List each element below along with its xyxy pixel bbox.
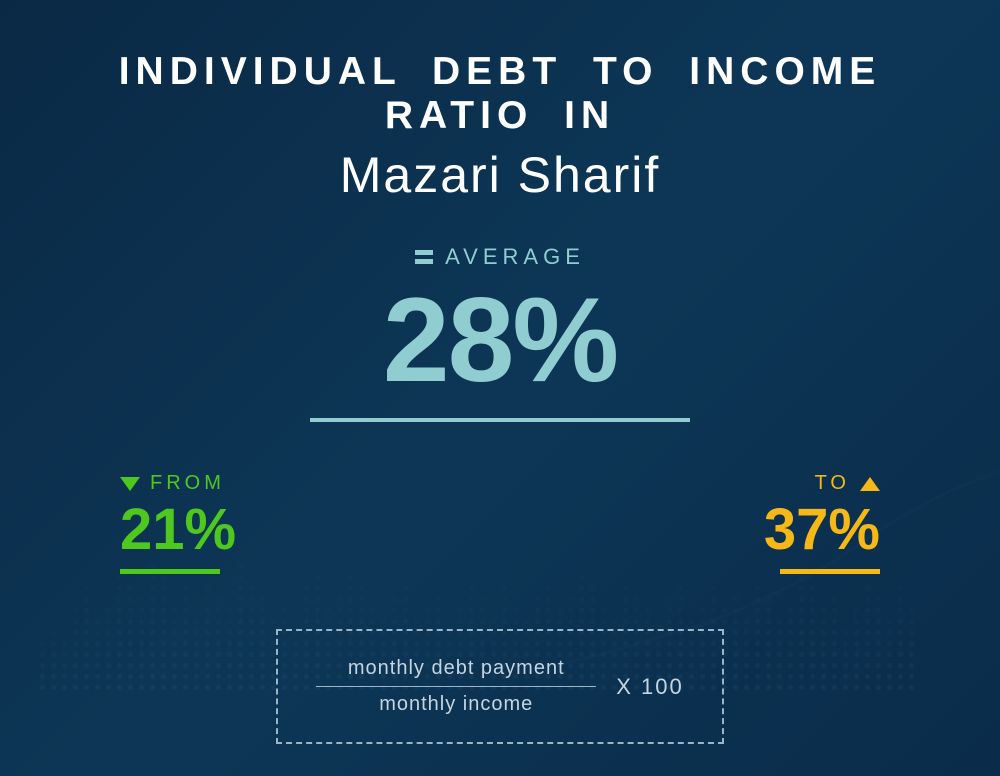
to-label-row: TO xyxy=(764,472,880,495)
formula-box: monthly debt payment monthly income X 10… xyxy=(276,629,724,744)
range-row: FROM 21% TO 37% xyxy=(120,472,880,574)
from-label: FROM xyxy=(150,472,225,495)
formula-multiplier: X 100 xyxy=(616,674,684,700)
title-heading: INDIVIDUAL DEBT TO INCOME RATIO IN xyxy=(40,50,960,138)
formula-fraction: monthly debt payment monthly income xyxy=(316,651,596,722)
main-content: INDIVIDUAL DEBT TO INCOME RATIO IN Mazar… xyxy=(0,0,1000,776)
average-value: 28% xyxy=(383,280,617,400)
from-block: FROM 21% xyxy=(120,472,236,574)
triangle-up-icon xyxy=(860,477,880,491)
average-underline xyxy=(310,418,690,422)
from-label-row: FROM xyxy=(120,472,236,495)
average-label-row: AVERAGE xyxy=(415,244,585,270)
to-value: 37% xyxy=(764,501,880,559)
average-section: AVERAGE 28% xyxy=(310,244,690,422)
title-location: Mazari Sharif xyxy=(340,146,661,204)
from-underline xyxy=(120,569,220,574)
formula-numerator: monthly debt payment xyxy=(348,651,565,686)
equals-icon xyxy=(415,250,433,264)
formula-denominator: monthly income xyxy=(379,687,533,722)
average-label: AVERAGE xyxy=(445,244,585,270)
to-block: TO 37% xyxy=(764,472,880,574)
triangle-down-icon xyxy=(120,477,140,491)
from-value: 21% xyxy=(120,501,236,559)
to-label: TO xyxy=(815,472,850,495)
to-underline xyxy=(780,569,880,574)
